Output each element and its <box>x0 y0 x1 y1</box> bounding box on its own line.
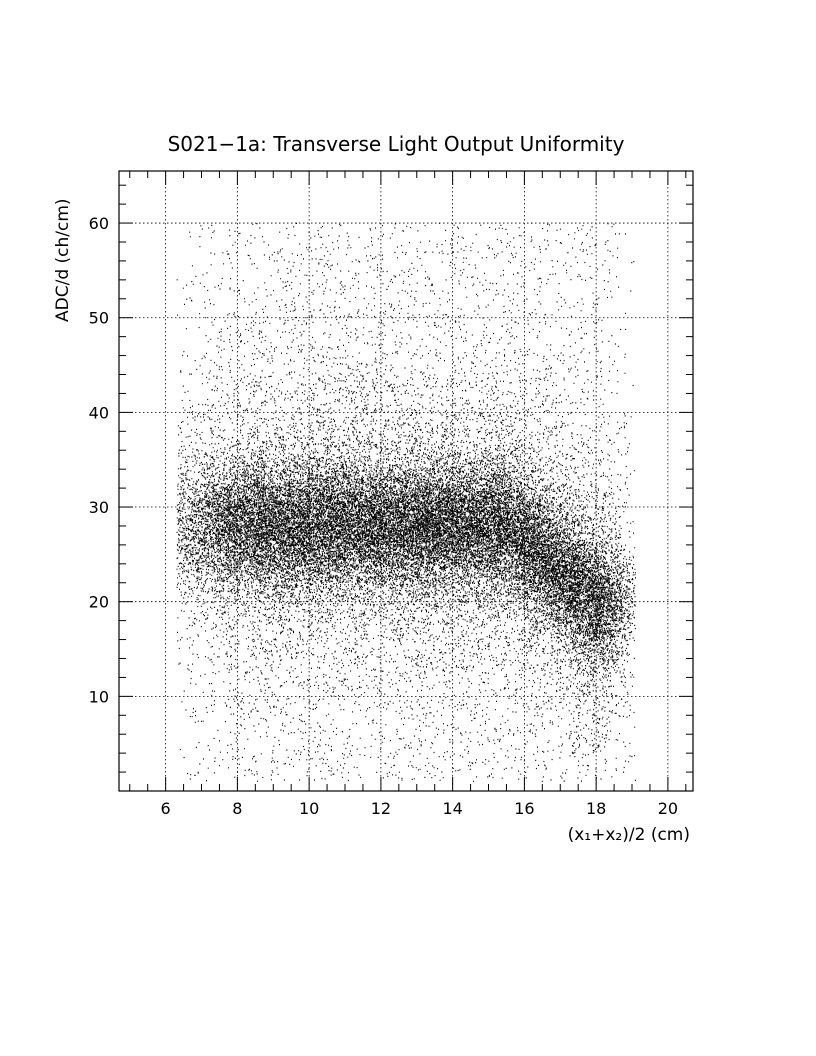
y-tick-label: 20 <box>89 593 109 612</box>
axis-ticks <box>119 171 693 791</box>
y-tick-label: 50 <box>89 309 109 328</box>
scatter-point-cloud <box>176 222 636 782</box>
x-axis-label: (x₁+x₂)/2 (cm) <box>568 825 690 845</box>
x-tick-label: 8 <box>232 799 242 818</box>
y-axis-label: ADC/d (ch/cm) <box>53 198 73 322</box>
x-tick-label: 12 <box>371 799 391 818</box>
x-tick-label: 14 <box>442 799 462 818</box>
y-tick-label: 40 <box>89 403 109 422</box>
x-tick-label: 10 <box>299 799 319 818</box>
y-tick-labels: 10 20 30 40 50 60 <box>89 214 109 706</box>
chart-title: S021−1a: Transverse Light Output Uniform… <box>168 132 625 156</box>
x-tick-label: 18 <box>586 799 606 818</box>
y-tick-label: 60 <box>89 214 109 233</box>
x-tick-label: 16 <box>514 799 534 818</box>
x-tick-labels: 6 8 10 12 14 16 18 20 <box>161 799 679 818</box>
x-tick-label: 20 <box>658 799 678 818</box>
plot-frame <box>118 170 694 792</box>
scatter-points <box>176 222 636 782</box>
y-tick-label: 10 <box>89 687 109 706</box>
y-tick-label: 30 <box>89 498 109 517</box>
grid-lines <box>119 171 693 791</box>
x-tick-label: 6 <box>161 799 171 818</box>
